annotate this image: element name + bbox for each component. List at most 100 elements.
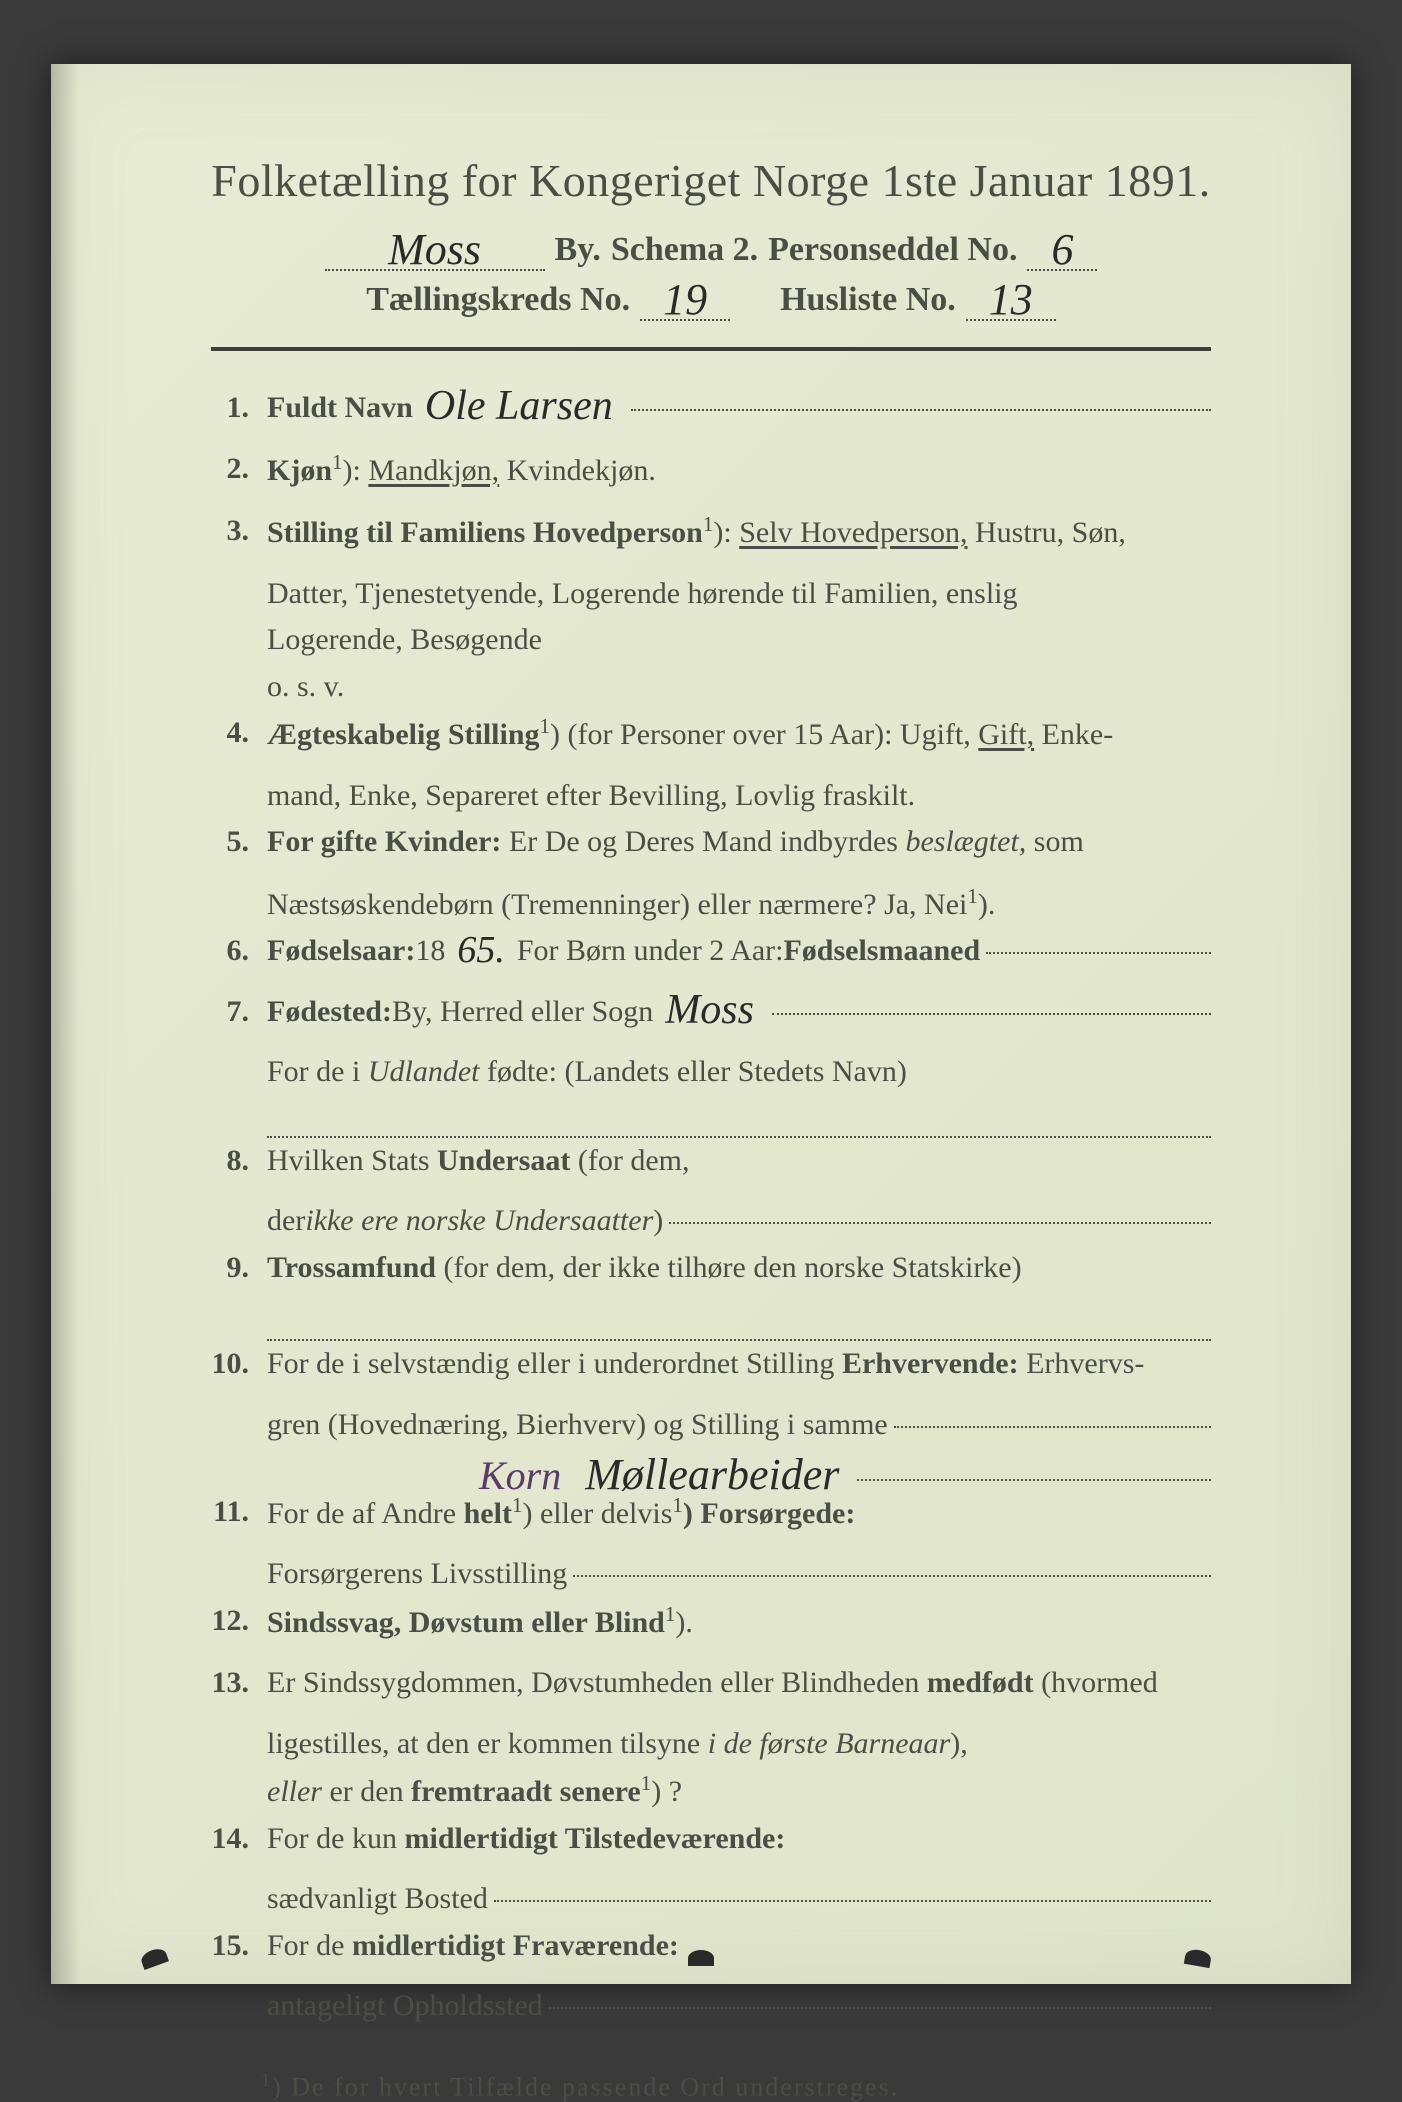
item-5: 5. For gifte Kvinder: Er De og Deres Man… [191, 819, 1211, 866]
item-14-cont1: sædvanligt Bosted [267, 1876, 1211, 1923]
item-number: 10. [191, 1341, 249, 1388]
item-10-cont1-text: gren (Hovednæring, Bierhverv) og Stillin… [267, 1402, 888, 1449]
item-rest: ) (for Personer over 15 Aar): Ugift, [550, 718, 978, 751]
item-7-dotted-line [267, 1102, 1211, 1138]
item-rest: (for dem, [570, 1144, 689, 1177]
item-3-cont3: o. s. v. [267, 664, 1211, 711]
item-12: 12. Sindssvag, Døvstum eller Blind1). [191, 1598, 1211, 1647]
item-15-cont1: antageligt Opholdssted [267, 1983, 1211, 2030]
fuldt-navn-value: Ole Larsen [413, 392, 625, 421]
personseddel-slot: 6 [1027, 231, 1097, 271]
item-number: 15. [191, 1923, 249, 1970]
item-15-cont1-text: antageligt Opholdssted [267, 1983, 543, 2030]
fodselsmaaned-label: Fødselsmaaned [783, 928, 980, 975]
item-number: 2. [191, 446, 249, 495]
item-number: 14. [191, 1816, 249, 1863]
erhverv-value-pre: Korn [467, 1462, 573, 1490]
sup-ref: 1 [540, 714, 551, 738]
item-after: Kvindekjøn. [499, 454, 656, 487]
item-8: 8. Hvilken Stats Undersaat (for dem, [191, 1138, 1211, 1185]
item-after: (hvormed [1034, 1666, 1158, 1699]
item-13-cont2-after: ) ? [651, 1775, 682, 1808]
header-row-1: Moss By. Schema 2. Personseddel No. 6 [181, 231, 1241, 271]
footnote-text: ) De for hvert Tilfælde passende Ord und… [272, 2072, 899, 2101]
kjon-selected: Mandkjøn, [368, 454, 499, 487]
item-after: ) Forsørgede: [683, 1497, 855, 1530]
kreds-label: Tællingskreds No. [366, 281, 630, 319]
item-number: 12. [191, 1598, 249, 1647]
item-13-cont1-pre: ligestilles, at den er kommen tilsyne [267, 1727, 708, 1760]
item-3-cont1: Datter, Tjenestetyende, Logerende hørend… [267, 571, 1211, 618]
item-label-pre: Hvilken Stats [267, 1144, 437, 1177]
item-label: Stilling til Familiens Hovedperson [267, 516, 703, 549]
kreds-value: 19 [663, 275, 707, 324]
item-6: 6. Fødselsaar: 1865. For Børn under 2 Aa… [191, 928, 1211, 975]
dotted-fill [549, 2007, 1211, 2009]
census-form-page: Folketælling for Kongeriget Norge 1ste J… [51, 64, 1351, 1984]
sup-ref: 1 [332, 450, 343, 474]
item-4: 4. Ægteskabelig Stilling1) (for Personer… [191, 710, 1211, 759]
item-9: 9. Trossamfund (for dem, der ikke tilhør… [191, 1245, 1211, 1292]
item-label: Trossamfund [267, 1251, 436, 1284]
item-after: ). [675, 1606, 693, 1639]
aegteskab-selected: Gift, [978, 718, 1034, 751]
item-rest: Er De og Deres Mand indbyrdes [501, 825, 905, 858]
item-label: For gifte Kvinder: [267, 825, 501, 858]
item-rest: ): [713, 516, 739, 549]
item-8-cont1: der ikke ere norske Undersaatter) [267, 1198, 1211, 1245]
item-number: 1. [191, 385, 249, 432]
paper-tear-icon [139, 1946, 169, 1970]
item-5-cont1-after: ). [978, 888, 996, 921]
item-number: 7. [191, 989, 249, 1036]
dotted-fill [857, 1479, 1211, 1481]
footnote-marker: 1 [261, 2070, 272, 2090]
item-after: Hustru, Søn, [968, 516, 1126, 549]
header-title: Folketælling for Kongeriget Norge 1ste J… [181, 154, 1241, 207]
item-13: 13. Er Sindssygdommen, Døvstumheden elle… [191, 1660, 1211, 1707]
husliste-slot: 13 [966, 281, 1056, 321]
item-8-cont1-after: ) [653, 1198, 663, 1245]
item-rest2: For Børn under 2 Aar: [517, 928, 784, 975]
kreds-slot: 19 [640, 281, 730, 321]
item-7-cont1-ital: Udlandet [368, 1055, 480, 1088]
item-10-value-line: Korn Møllearbeider [267, 1458, 1211, 1489]
item-14: 14. For de kun midlertidigt Tilstedevære… [191, 1816, 1211, 1863]
dotted-fill [894, 1426, 1211, 1428]
dotted-fill [986, 952, 1211, 954]
item-label-pre: For de af Andre [267, 1497, 464, 1530]
item-8-cont1-pre: der [267, 1198, 305, 1245]
sup-ref: 1 [665, 1602, 676, 1626]
item-2: 2. Kjøn1): Mandkjøn, Kvindekjøn. [191, 446, 1211, 495]
item-7-cont1-pre: For de i [267, 1055, 368, 1088]
item-label-pre: For de [267, 1929, 352, 1962]
erhverv-value: Møllearbeider [573, 1460, 851, 1491]
item-9-dotted-line [267, 1305, 1211, 1341]
item-number: 9. [191, 1245, 249, 1292]
by-label: By. [555, 231, 601, 269]
item-8-cont1-ital: ikke ere norske Undersaatter [305, 1198, 653, 1245]
husliste-label: Husliste No. [780, 281, 956, 319]
header-rule [211, 347, 1211, 351]
page-edge-shadow [51, 64, 79, 1984]
item-number: 3. [191, 508, 249, 557]
item-number: 4. [191, 710, 249, 759]
paper-tear-icon [688, 1950, 714, 1966]
item-number: 6. [191, 928, 249, 975]
item-after: Erhvervs- [1019, 1347, 1145, 1380]
year-prefix: 18 [415, 928, 445, 975]
fodested-value: Moss [653, 996, 766, 1025]
dotted-fill [573, 1575, 1211, 1577]
item-13-cont1: ligestilles, at den er kommen tilsyne i … [267, 1721, 1211, 1768]
item-number: 5. [191, 819, 249, 866]
item-1: 1. Fuldt Navn Ole Larsen [191, 385, 1211, 432]
item-10-cont1: gren (Hovednæring, Bierhverv) og Stillin… [267, 1402, 1211, 1449]
item-after: Enke- [1034, 718, 1113, 751]
header-row-2: Tællingskreds No. 19 Husliste No. 13 [181, 281, 1241, 321]
item-11-cont1-text: Forsørgerens Livsstilling [267, 1551, 567, 1598]
item-ital: beslægtet, [905, 825, 1026, 858]
item-label: Undersaat [437, 1144, 570, 1177]
item-label: midlertidigt Fraværende: [352, 1929, 679, 1962]
item-13-cont1-after: ), [950, 1727, 968, 1760]
footnote: 1) De for hvert Tilfælde passende Ord un… [181, 2070, 1241, 2102]
item-label: Erhvervende: [842, 1347, 1019, 1380]
